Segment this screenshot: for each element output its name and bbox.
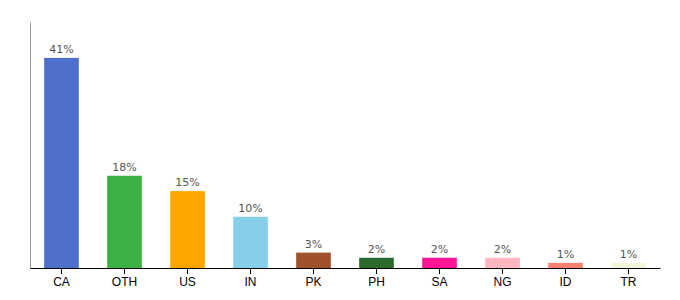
tick-mark	[502, 268, 503, 274]
tick-label: US	[179, 275, 196, 289]
data-label: 2%	[431, 243, 448, 256]
x-axis: CA OTH US IN PK PH SA NG ID TR	[31, 268, 661, 289]
tick-label: PK	[305, 275, 321, 289]
tick: SA	[431, 268, 447, 289]
data-label: 18%	[112, 161, 136, 174]
data-label: 2%	[368, 243, 385, 256]
tick-mark	[376, 268, 377, 274]
data-label: 41%	[49, 43, 73, 56]
tick-mark	[187, 268, 188, 274]
bar	[611, 263, 646, 268]
tick-label: PH	[368, 275, 385, 289]
tick-label: NG	[494, 275, 512, 289]
tick: NG	[494, 268, 512, 289]
bar	[485, 258, 520, 268]
tick-label: CA	[53, 275, 70, 289]
tick-label: ID	[560, 275, 572, 289]
data-label: 3%	[305, 238, 322, 251]
tick: US	[179, 268, 196, 289]
bar	[44, 58, 79, 268]
tick-mark	[313, 268, 314, 274]
bar	[170, 191, 205, 268]
bar	[107, 176, 142, 268]
tick-mark	[124, 268, 125, 274]
axis-line	[30, 23, 31, 269]
y-axis	[30, 23, 31, 269]
data-label: 2%	[494, 243, 511, 256]
tick: ID	[560, 268, 572, 289]
bars	[44, 58, 646, 268]
tick: IN	[245, 268, 257, 289]
tick-mark	[628, 268, 629, 274]
tick-label: SA	[431, 275, 447, 289]
bar	[233, 217, 268, 268]
tick-mark	[565, 268, 566, 274]
tick-label: OTH	[112, 275, 137, 289]
tick: PK	[305, 268, 321, 289]
bar	[296, 253, 331, 268]
tick-label: TR	[621, 275, 637, 289]
plot: CA OTH US IN PK PH SA NG ID TR 41% 18% 15% 10% 3% 2% 2% 2…	[31, 23, 661, 289]
tick-label: IN	[245, 275, 257, 289]
bar	[548, 263, 583, 268]
bar	[359, 258, 394, 268]
tick: TR	[621, 268, 637, 289]
bar	[422, 258, 457, 268]
tick: PH	[368, 268, 385, 289]
tick: CA	[53, 268, 70, 289]
data-label: 1%	[620, 248, 637, 261]
tick-mark	[439, 268, 440, 274]
tick-mark	[250, 268, 251, 274]
data-label: 1%	[557, 248, 574, 261]
tick: OTH	[112, 268, 137, 289]
data-label: 15%	[175, 176, 199, 189]
data-labels: 41% 18% 15% 10% 3% 2% 2% 2% 1% 1%	[49, 43, 637, 261]
data-label: 10%	[238, 202, 262, 215]
tick-mark	[61, 268, 62, 274]
chart: CA OTH US IN PK PH SA NG ID TR 41% 18% 15% 10% 3% 2% 2% 2…	[0, 0, 680, 300]
